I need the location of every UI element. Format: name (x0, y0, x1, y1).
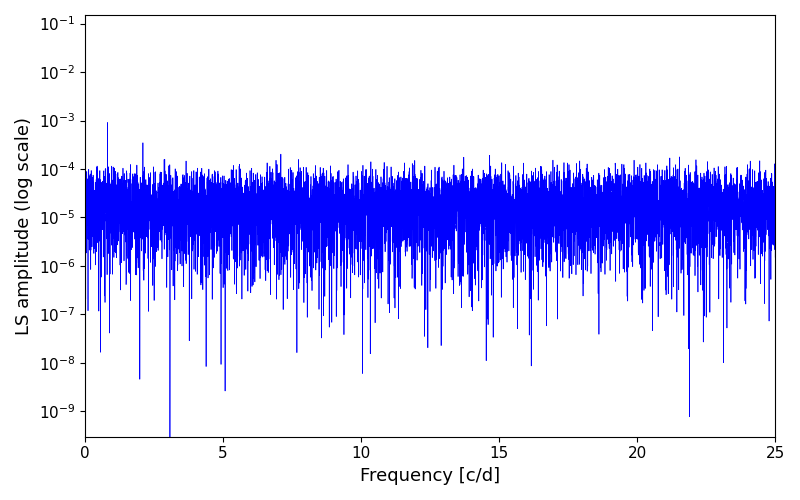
Y-axis label: LS amplitude (log scale): LS amplitude (log scale) (15, 117, 33, 335)
X-axis label: Frequency [c/d]: Frequency [c/d] (360, 467, 500, 485)
